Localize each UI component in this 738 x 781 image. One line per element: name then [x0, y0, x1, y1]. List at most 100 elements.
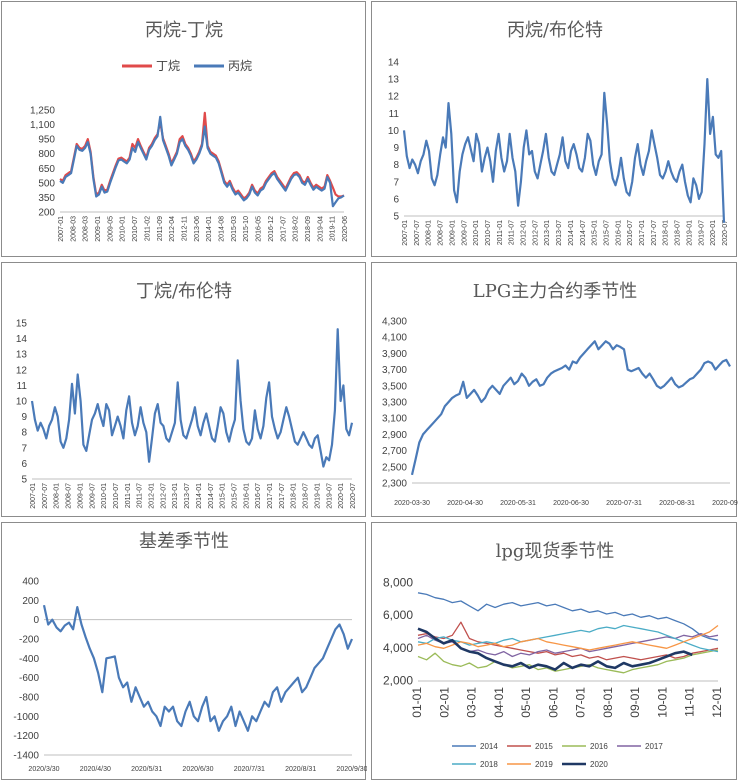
- y-tick-label: 2,000: [383, 674, 413, 688]
- y-tick-label: 14: [388, 58, 400, 69]
- x-tick-label: 2009-01: [449, 220, 456, 246]
- x-tick-label: 2015-01: [220, 483, 227, 509]
- x-tick-label: 2020-04-30: [447, 500, 483, 507]
- x-tick-label: 2011-07: [137, 483, 144, 508]
- x-tick-label: 2020-08-31: [659, 500, 695, 507]
- y-tick-label: 11: [389, 109, 400, 120]
- chart-panel-butane-brent: 丁烷/布伦特 15 14 13 12 11 10 9 8 7 6 5 2007-01 2007-07 200…: [1, 262, 366, 517]
- y-tick-label: 800: [38, 149, 55, 160]
- x-tick-label: 2020-09-30: [712, 500, 738, 507]
- x-tick-label: 2014-08: [219, 216, 226, 242]
- x-tick-label: 2018-09: [305, 216, 312, 242]
- x-tick-label: 03-01: [465, 687, 479, 718]
- series-line-1: [30, 328, 354, 468]
- x-tick-label: 2012-01: [521, 220, 528, 246]
- x-tick-label: 2020-03-30: [394, 500, 430, 507]
- series-line-1: [59, 111, 345, 200]
- y-tick-label: 0: [33, 615, 39, 626]
- x-tick-label: 2012-11: [181, 216, 188, 241]
- chart-panel-basis: 基差季节性 400 200 0 -200 -400 -600 -800 -1000 -1200 -1…: [1, 522, 367, 780]
- x-tick-label: 02-01: [437, 687, 451, 718]
- x-tick-label: 2007-01: [30, 483, 37, 509]
- x-tick-label: 2016-12: [268, 216, 275, 242]
- x-tick-label: 2018-07: [303, 483, 310, 509]
- y-tick-label: -400: [19, 654, 39, 665]
- chart-title: 丙烷-丁烷: [145, 20, 223, 41]
- x-tick-label: 2020/6/30: [182, 766, 213, 773]
- chart-panel-lpg-main-contract: LPG主力合约季节性 4,300 4,100 3,900 3,700 3,500 3,300…: [371, 262, 738, 517]
- series-line-1: [410, 340, 731, 476]
- x-tick-label: 2010-07: [132, 216, 139, 242]
- legend-label: 2014: [480, 742, 498, 751]
- x-tick-label: 2020/3/30: [28, 766, 59, 773]
- x-tick-label: 2017-01: [267, 483, 274, 509]
- x-tick-label: 2019-01: [686, 220, 693, 246]
- x-tick-label: 2020-07: [350, 483, 357, 509]
- x-tick-label: 2019-04: [317, 216, 324, 242]
- x-tick-label: 2015-10: [243, 216, 250, 242]
- y-tick-label: 11: [17, 381, 28, 392]
- x-tick-label: 04-01: [492, 687, 506, 718]
- legend-label: 丙烷: [228, 59, 252, 73]
- chart-panel-propane-butane: 丙烷-丁烷 1,250 1,100 950 800 650 500 350 200 2007-01…: [1, 1, 366, 257]
- x-tick-label: 2013-07: [184, 483, 191, 509]
- chart-title: lpg现货季节性: [496, 541, 615, 562]
- x-tick-label: 2015-01: [592, 220, 599, 246]
- x-tick-label: 2011-07: [509, 220, 516, 245]
- chart-propane-butane: 丙烷-丁烷 1,250 1,100 950 800 650 500 350 2002007-01…: [30, 20, 349, 242]
- x-tick-label: 2014-01: [568, 220, 575, 246]
- x-tick-label: 2020-07-31: [606, 500, 642, 507]
- x-tick-label: 2007-01: [402, 220, 409, 246]
- x-tick-label: 2007-07: [42, 483, 49, 509]
- series-line-2: [59, 115, 345, 208]
- x-tick-label: 2011-01: [125, 483, 132, 508]
- x-tick-label: 2011-09: [157, 216, 164, 241]
- y-tick-label: 4,000: [383, 641, 413, 655]
- legend-label: 2018: [480, 760, 498, 769]
- x-tick-label: 2009-07: [461, 220, 468, 246]
- x-tick-label: 2015-07: [603, 220, 610, 246]
- x-tick-label: 2015-07: [231, 483, 238, 509]
- x-tick-label: 10-01: [655, 687, 669, 718]
- x-tick-label: 2014-01: [196, 483, 203, 509]
- x-tick-label: 2020-05-31: [500, 500, 536, 507]
- x-tick-label: 2017-01: [639, 220, 646, 246]
- y-tick-label: 9: [21, 412, 27, 423]
- y-tick-label: 1,250: [30, 106, 55, 117]
- y-tick-label: 12: [16, 365, 28, 376]
- y-tick-label: 2,700: [382, 446, 407, 457]
- y-tick-label: 3,300: [382, 398, 407, 409]
- y-tick-label: 6: [393, 194, 399, 205]
- series-line-5: [417, 624, 719, 653]
- x-tick-label: 2016-01: [615, 220, 622, 246]
- x-tick-label: 2015-03: [231, 216, 238, 242]
- x-tick-label: 09-01: [628, 687, 642, 718]
- y-tick-label: 4,100: [382, 333, 407, 344]
- chart-title: 丙烷/布伦特: [507, 20, 603, 41]
- x-tick-label: 2020-01: [338, 483, 345, 509]
- x-tick-label: 2013-01: [544, 220, 551, 246]
- x-tick-label: 2016-07: [627, 220, 634, 246]
- y-tick-label: 5: [21, 475, 27, 486]
- y-tick-label: 1,100: [30, 120, 55, 131]
- x-tick-label: 2017-07: [651, 220, 658, 246]
- x-tick-label: 2010-01: [473, 220, 480, 246]
- y-tick-label: 7: [393, 177, 399, 188]
- y-tick-label: 6: [21, 459, 27, 470]
- y-tick-label: 3,700: [382, 365, 407, 376]
- y-tick-label: 2,900: [382, 430, 407, 441]
- x-tick-label: 2016-05: [256, 216, 263, 242]
- x-tick-label: 08-01: [601, 687, 615, 718]
- y-tick-label: 8: [393, 160, 399, 171]
- y-tick-label: 3,100: [382, 414, 407, 425]
- x-tick-label: 2016-07: [255, 483, 262, 509]
- x-tick-label: 2017-07: [280, 216, 287, 242]
- y-tick-label: 12: [388, 92, 400, 103]
- chart-title: 丁烷/布伦特: [136, 281, 232, 302]
- y-tick-label: 10: [16, 397, 28, 408]
- x-tick-label: 2020/5/31: [131, 766, 162, 773]
- x-tick-label: 2008-03: [70, 216, 77, 242]
- chart-title: 基差季节性: [139, 531, 229, 552]
